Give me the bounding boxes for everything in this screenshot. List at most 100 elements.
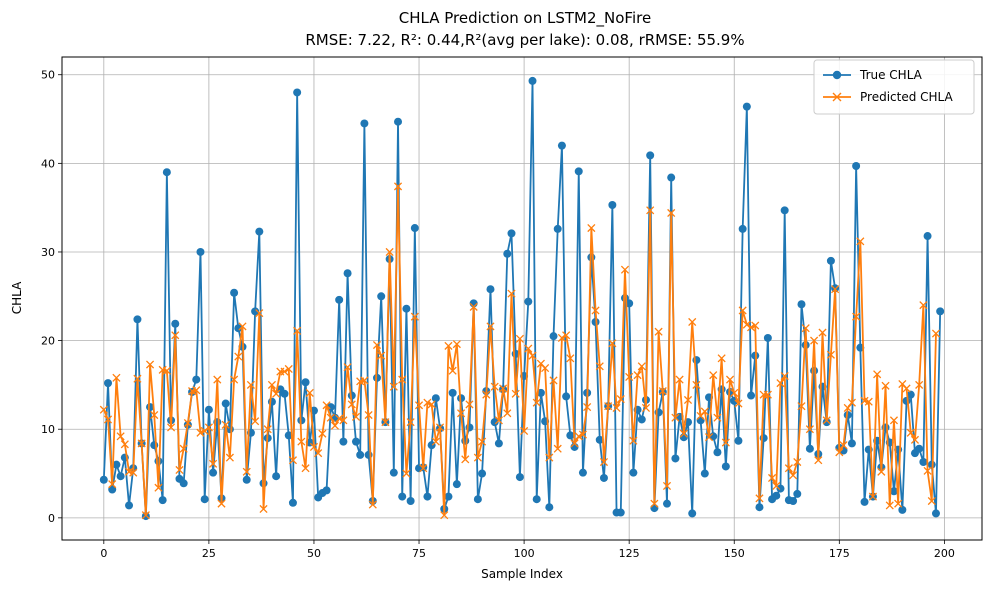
predicted-chla-point bbox=[641, 403, 651, 413]
true-chla-point bbox=[688, 509, 697, 518]
predicted-chla-point bbox=[599, 457, 609, 467]
predicted-chla-point bbox=[755, 494, 764, 503]
true-chla-point bbox=[335, 295, 344, 304]
true-chla-point bbox=[272, 472, 281, 481]
predicted-chla-point bbox=[591, 306, 600, 315]
predicted-chla-point bbox=[217, 499, 226, 508]
predicted-chla-point bbox=[507, 289, 516, 298]
true-chla-point bbox=[406, 497, 415, 506]
true-chla-point bbox=[721, 462, 730, 471]
legend-box bbox=[813, 59, 975, 115]
predicted-chla-point bbox=[309, 442, 319, 452]
true-chla-point bbox=[667, 173, 676, 182]
true-chla-point bbox=[629, 468, 638, 477]
legend: True CHLA Predicted CHLA bbox=[813, 59, 975, 115]
true-chla-point bbox=[671, 454, 680, 463]
predicted-chla-point bbox=[406, 418, 415, 427]
true-chla-point bbox=[267, 397, 276, 406]
y-tick-label: 30 bbox=[41, 246, 55, 259]
true-chla-point bbox=[780, 206, 789, 215]
true-chla-point bbox=[822, 418, 831, 427]
predicted-chla-point bbox=[881, 381, 890, 390]
true-chla-point bbox=[810, 366, 819, 375]
predicted-chla-point bbox=[927, 496, 936, 506]
predicted-chla-point bbox=[452, 340, 461, 349]
true-chla-point bbox=[789, 497, 798, 506]
predicted-chla-point bbox=[154, 483, 163, 492]
true-chla-point bbox=[772, 491, 781, 500]
true-chla-point bbox=[793, 489, 802, 498]
axis-ticks: 0 25 50 75 100 125 150 175 200 0 10 20 30 40 50 bbox=[41, 69, 955, 560]
predicted-chla-point bbox=[112, 373, 121, 382]
predicted-chla-point bbox=[700, 407, 709, 416]
true-chla-point bbox=[692, 356, 701, 365]
predicted-chla-point bbox=[402, 469, 411, 478]
true-chla-point bbox=[389, 468, 398, 477]
y-tick-label: 10 bbox=[41, 423, 55, 436]
predicted-chla-point bbox=[654, 327, 663, 336]
chart-title: CHLA Prediction on LSTM2_NoFire bbox=[399, 9, 651, 28]
true-chla-point bbox=[280, 389, 289, 398]
predicted-chla-point bbox=[469, 302, 478, 311]
predicted-chla-point bbox=[620, 265, 630, 274]
predicted-chla-point bbox=[171, 331, 180, 340]
predicted-chla-point bbox=[297, 437, 306, 446]
predicted-chla-point bbox=[318, 429, 327, 438]
predicted-chla-point bbox=[810, 336, 819, 345]
legend-predicted-label: Predicted CHLA bbox=[860, 90, 954, 104]
true-chla-point bbox=[738, 224, 747, 233]
true-chla-point bbox=[919, 458, 928, 467]
true-chla-point bbox=[915, 444, 924, 453]
true-chla-point bbox=[763, 333, 772, 342]
true-chla-point bbox=[549, 332, 558, 341]
x-tick-label: 0 bbox=[100, 547, 107, 560]
predicted-chla-point bbox=[162, 366, 171, 375]
true-chla-point bbox=[646, 151, 655, 160]
legend-true-label: True CHLA bbox=[859, 68, 923, 82]
predicted-chla-point bbox=[427, 400, 436, 409]
true-chla-point bbox=[734, 436, 743, 445]
true-chla-point bbox=[343, 269, 352, 278]
predicted-chla-point bbox=[856, 237, 865, 246]
x-tick-label: 175 bbox=[829, 547, 850, 560]
predicted-chla-point bbox=[839, 441, 848, 450]
predicted-chla-point bbox=[646, 206, 655, 215]
predicted-chla-point bbox=[167, 423, 176, 432]
predicted-chla-point bbox=[587, 223, 596, 233]
predicted-chla-point bbox=[847, 398, 856, 407]
true-chla-point bbox=[255, 227, 264, 236]
predicted-chla-point bbox=[541, 364, 550, 373]
predicted-chla-point bbox=[465, 400, 474, 409]
predicted-chla-point bbox=[923, 466, 932, 475]
y-tick-label: 40 bbox=[41, 157, 55, 170]
predicted-chla-point bbox=[906, 428, 915, 437]
predicted-chla-point bbox=[461, 455, 470, 464]
predicted-chla-point bbox=[768, 473, 777, 483]
true-chla-point bbox=[444, 492, 453, 501]
predicted-chla-point bbox=[919, 301, 928, 310]
predicted-chla-point bbox=[179, 444, 188, 453]
true-chla-point bbox=[503, 249, 512, 258]
predicted-chla-point bbox=[230, 375, 239, 384]
predicted-chla-point bbox=[704, 433, 714, 442]
true-chla-point bbox=[923, 232, 932, 241]
true-chla-point bbox=[448, 388, 457, 397]
predicted-chla-point bbox=[339, 416, 348, 425]
predicted-chla-point bbox=[612, 403, 621, 413]
predicted-chla-point bbox=[103, 415, 113, 424]
predicted-chla-point bbox=[902, 384, 911, 393]
true-chla-point bbox=[322, 486, 331, 495]
predicted-chla-point bbox=[389, 382, 398, 391]
predicted-chla-point bbox=[141, 511, 150, 520]
predicted-chla-point bbox=[381, 418, 390, 427]
true-chla-point bbox=[196, 247, 205, 256]
true-chla-point bbox=[125, 501, 134, 510]
predicted-chla-point bbox=[616, 395, 625, 404]
predicted-chla-point bbox=[515, 334, 524, 343]
true-chla-point bbox=[545, 503, 554, 512]
predicted-chla-point bbox=[520, 426, 529, 436]
series-layer bbox=[99, 76, 945, 521]
legend-true-marker bbox=[832, 70, 842, 80]
predicted-chla-point bbox=[255, 309, 264, 318]
predicted-chla-point bbox=[713, 413, 722, 422]
